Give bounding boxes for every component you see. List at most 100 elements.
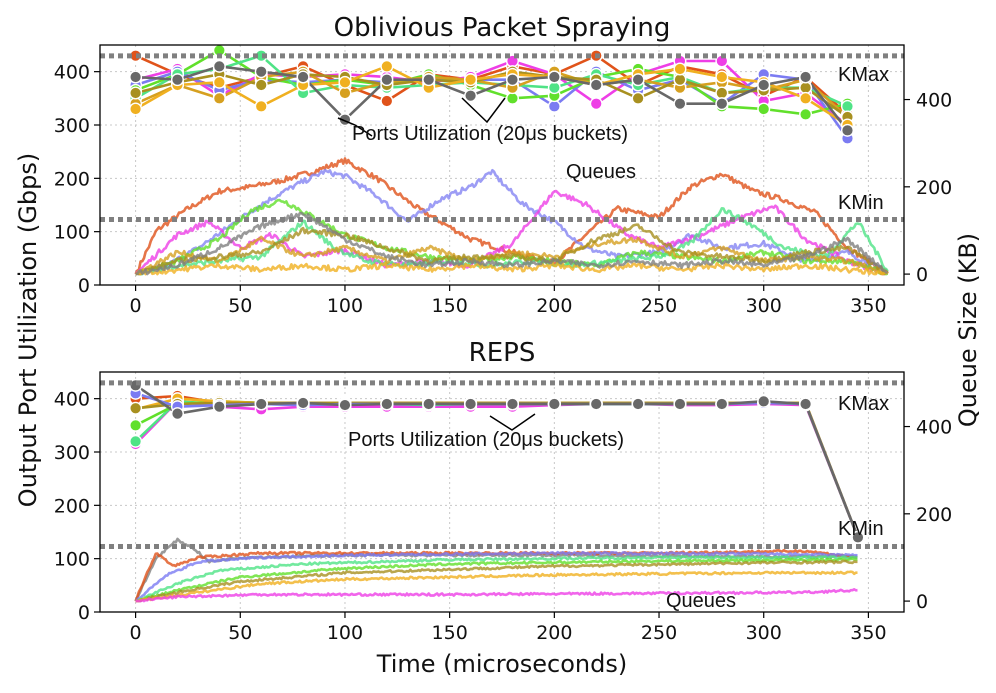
y-tick-label: 100 [54,549,90,571]
plot-frame-reps [99,371,905,613]
y-tick-label: 400 [54,62,90,84]
y-tick-label: 300 [54,115,90,137]
utilization-point [673,397,687,411]
utilization-point [799,81,813,95]
ports-annotation-reps: Ports Utilization (20μs buckets) [348,413,624,451]
utilization-point [464,73,478,87]
utilization-series-line [135,59,849,127]
kmin-label-reps: KMin [838,518,884,540]
kmin-label-oblivious: KMin [838,192,884,214]
utilization-point [380,397,394,411]
queue-series-line [135,223,889,276]
x-tick-label: 250 [641,622,677,644]
kmax-label-oblivious: KMax [838,64,889,86]
utilization-point [631,91,645,105]
y-axis-label: Output Port Utilization (Gbps) [14,153,42,507]
y2-tick-label: 200 [916,504,952,526]
utilization-point [631,73,645,87]
x-tick-label: 100 [327,295,363,317]
utilization-point [380,59,394,73]
utilization-series-line [135,399,860,538]
utilization-point [129,86,143,100]
utilization-point [840,99,854,113]
utilization-point [840,123,854,137]
utilization-point [212,400,226,414]
utilization-point [422,73,436,87]
queue-series-line [134,189,889,276]
utilization-point [757,78,771,92]
x-tick-label: 350 [850,622,886,644]
ports-label-reps: Ports Utilization (20μs buckets) [348,429,624,451]
y-tick-label: 100 [54,222,90,244]
queues-label-oblivious: Queues [566,161,636,183]
utilization-point [715,397,729,411]
utilization-point [129,70,143,84]
x-tick-label: 0 [130,295,142,317]
utilization-point [129,434,143,448]
utilization-point [338,75,352,89]
utilization-series-line [135,64,849,132]
panel-oblivious: Oblivious Packet Spraying 0 50 100 150 200 25… [54,13,953,317]
utilization-point [673,97,687,111]
plot-frame-oblivious [99,44,905,286]
utilization-point [296,396,310,410]
utilization-point [254,78,268,92]
utilization-series-line [135,394,860,538]
utilization-point [212,59,226,73]
ports-annotation-oblivious: Ports Utilization (20μs buckets) [337,97,628,145]
utilization-series-line [135,392,860,538]
chart-title-reps: REPS [469,338,536,368]
utilization-point [757,102,771,116]
utilization-series-line [135,48,848,116]
utilization-point [799,107,813,121]
kmax-label-reps: KMax [838,393,889,415]
y-tick-label: 0 [78,602,90,624]
queue-series-line [135,555,858,603]
x-tick-label: 300 [746,622,782,644]
queue-series-line [135,559,858,603]
ports-label-oblivious: Ports Utilization (20μs buckets) [352,123,628,145]
utilization-series-line [134,64,849,127]
x-axis-label: Time (microseconds) [376,650,627,678]
utilization-point [254,99,268,113]
utilization-point [422,397,436,411]
y-tick-label: 300 [54,442,90,464]
utilization-series-line [134,399,860,538]
x-tick-label: 150 [432,622,468,644]
utilization-point [715,97,729,111]
utilization-series-line [134,399,860,538]
utilization-point [673,62,687,76]
ports-arrow-left [337,117,373,137]
utilization-point [673,73,687,87]
queue-series-line [134,550,858,603]
queue-series-line [135,557,858,603]
utilization-point [589,397,603,411]
utilization-point [212,91,226,105]
y-tick-label: 400 [54,389,90,411]
utilization-point [338,398,352,412]
utilization-point [799,397,813,411]
utilization-point [547,397,561,411]
x-tick-label: 150 [432,295,468,317]
x-tick-label: 0 [130,622,142,644]
utilization-point [170,407,184,421]
queue-series-line [135,570,858,603]
utilization-point [715,86,729,100]
utilization-point [851,530,865,544]
x-tick-label: 350 [850,295,886,317]
utilization-point [547,81,561,95]
utilization-point [547,99,561,113]
x-tick-label: 100 [327,622,363,644]
ports-arrow-reps [489,413,536,431]
queue-series-line [135,211,888,276]
utilization-point [799,70,813,84]
queue-series-line [135,588,858,603]
utilization-series-line [135,70,849,118]
x-tick-label: 200 [536,622,572,644]
queues-label-reps: Queues [666,590,736,612]
utilization-point [129,401,143,415]
utilization-point [589,97,603,111]
y-tick-label: 0 [78,275,90,297]
utilization-point [505,73,519,87]
